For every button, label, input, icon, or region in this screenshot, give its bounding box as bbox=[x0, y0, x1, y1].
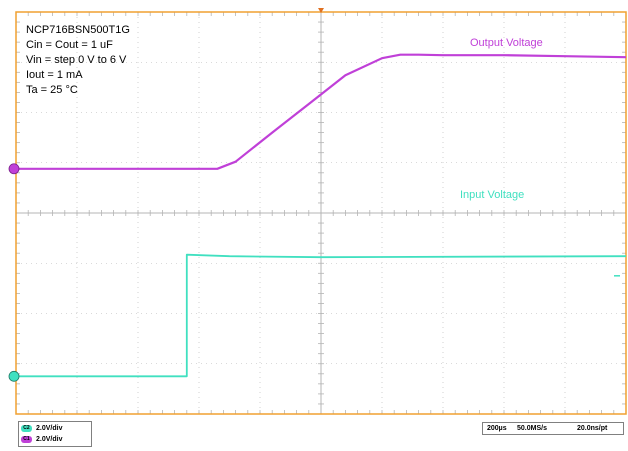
series-line-output-voltage bbox=[16, 53, 627, 170]
resolution-readout: 20.0ns/pt bbox=[577, 425, 608, 432]
channel-scale-panel: C2 2.0V/div C1 2.0V/div bbox=[18, 421, 92, 447]
acquisition-panel: 200µs 50.0MS/s 20.0ns/pt bbox=[482, 422, 624, 435]
channel-ground-markers bbox=[8, 163, 620, 382]
traces bbox=[16, 53, 627, 378]
annotation-iout: Iout = 1 mA bbox=[26, 69, 83, 81]
channel-1-tag: C1 bbox=[21, 436, 32, 443]
trigger-position-marker bbox=[318, 8, 324, 13]
channel-2-scale: 2.0V/div bbox=[36, 425, 63, 432]
annotations: NCP716BSN500T1G Cin = Cout = 1 uF Vin = … bbox=[26, 24, 543, 201]
channel-2-row: C2 2.0V/div bbox=[21, 423, 62, 434]
channel-1-row: C1 2.0V/div bbox=[21, 434, 62, 445]
channel-1-ground-marker-icon bbox=[8, 163, 20, 175]
annotation-part-number: NCP716BSN500T1G bbox=[26, 24, 130, 36]
sample-rate-readout: 50.0MS/s bbox=[517, 425, 547, 432]
channel-1-scale: 2.0V/div bbox=[36, 436, 63, 443]
annotation-capacitance: Cin = Cout = 1 uF bbox=[26, 39, 113, 51]
series-line-input-voltage bbox=[16, 253, 627, 378]
graticule bbox=[15, 11, 627, 415]
annotation-vin-step: Vin = step 0 V to 6 V bbox=[26, 54, 127, 66]
series-label-output-voltage: Output Voltage bbox=[470, 37, 543, 49]
series-label-input-voltage: Input Voltage bbox=[460, 189, 524, 201]
annotation-ta: Ta = 25 °C bbox=[26, 84, 78, 96]
channel-2-ground-marker-icon bbox=[8, 370, 20, 382]
timebase-readout: 200µs bbox=[487, 425, 507, 432]
trigger-marker-icon bbox=[318, 8, 324, 13]
channel-2-tag: C2 bbox=[21, 425, 32, 432]
